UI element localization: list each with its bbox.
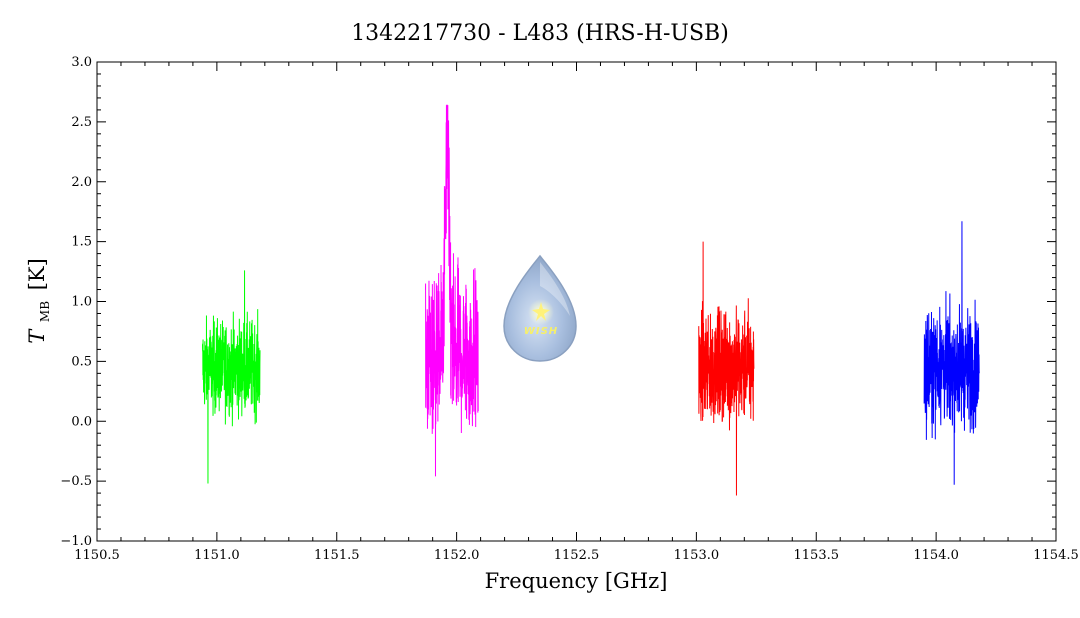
plot-frame [96,61,1057,542]
x-tick-label: 1154.5 [1033,548,1079,563]
series-layer [201,104,980,496]
x-tick-label: 1153.5 [794,548,840,563]
y-axis-symbol: T [25,328,49,344]
x-tick-label: 1151.5 [314,548,360,563]
spectrum-series-1 [201,270,261,484]
y-tick-label: 0.5 [71,354,92,369]
x-tick-label: 1153.0 [674,548,720,563]
ticks-layer: 1150.5 1151.0 1151.5 1152.0 1152.5 1153.0 1153… [60,55,1078,563]
x-tick-label: 1152.0 [434,548,480,563]
y-tick-label: −0.5 [60,474,92,489]
y-axis-label: T MB [K] [25,258,54,344]
x-tick-label: 1152.5 [554,548,600,563]
y-tick-label: 2.0 [71,175,92,190]
logo-text: WISH [524,326,558,337]
y-tick-label: 1.5 [71,235,92,250]
chart-title: 1342217730 - L483 (HRS-H-USB) [351,21,729,46]
y-tick-label: 2.5 [71,115,92,130]
spectrum-series-3 [698,241,755,496]
x-tick-label: 1151.0 [194,548,240,563]
y-tick-label: −1.0 [60,534,92,549]
y-axis-unit: [K] [25,258,49,290]
y-axis-subscript: MB [38,301,52,322]
y-tick-label: 3.0 [71,55,92,70]
star-icon [532,302,550,321]
y-tick-label: 1.0 [71,295,92,310]
x-tick-label: 1154.0 [913,548,959,563]
x-axis-label: Frequency [GHz] [485,569,668,593]
spectrum-series-4 [923,221,980,485]
spectrum-series-2 [424,104,479,477]
wish-logo: WISH [503,254,577,362]
x-tick-label: 1150.5 [74,548,120,563]
y-tick-label: 0.0 [71,414,92,429]
